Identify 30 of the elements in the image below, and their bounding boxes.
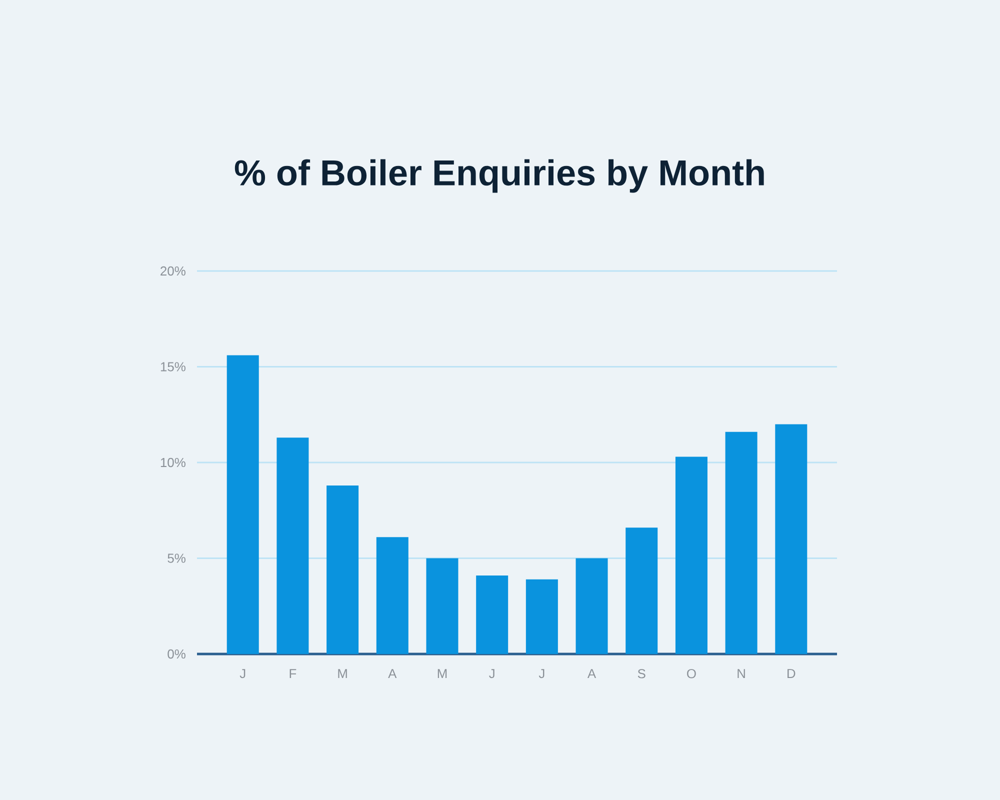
- bar: [276, 438, 309, 654]
- y-tick-label: 10%: [160, 458, 186, 468]
- chart-title: % of Boiler Enquiries by Month: [234, 159, 764, 193]
- bar: [526, 579, 558, 654]
- y-tick-label: 5%: [168, 554, 186, 563]
- bar: [476, 575, 508, 654]
- x-tick-label: F: [290, 669, 296, 678]
- y-tick-label: 0%: [168, 649, 186, 659]
- y-tick-label: 15%: [160, 362, 186, 372]
- bar: [626, 528, 658, 654]
- bar: [725, 432, 758, 654]
- bar: [576, 558, 608, 654]
- x-tick-label: O: [687, 669, 696, 678]
- bar: [326, 485, 359, 654]
- bar: [775, 424, 808, 654]
- x-tick-label: M: [338, 669, 347, 678]
- bar: [226, 355, 259, 654]
- x-tick-label: J: [240, 669, 246, 678]
- y-tick-label: 20%: [160, 266, 186, 276]
- x-tick-label: S: [638, 669, 646, 678]
- bar: [675, 456, 708, 654]
- x-tick-label: N: [738, 669, 745, 678]
- x-tick-label: D: [788, 669, 796, 678]
- x-tick-label: A: [587, 669, 596, 678]
- x-tick-label: A: [388, 669, 397, 678]
- bar: [376, 537, 408, 654]
- bar: [426, 558, 458, 654]
- x-tick-label: J: [538, 669, 544, 678]
- x-tick-label: M: [438, 669, 447, 678]
- x-tick-label: J: [489, 669, 494, 678]
